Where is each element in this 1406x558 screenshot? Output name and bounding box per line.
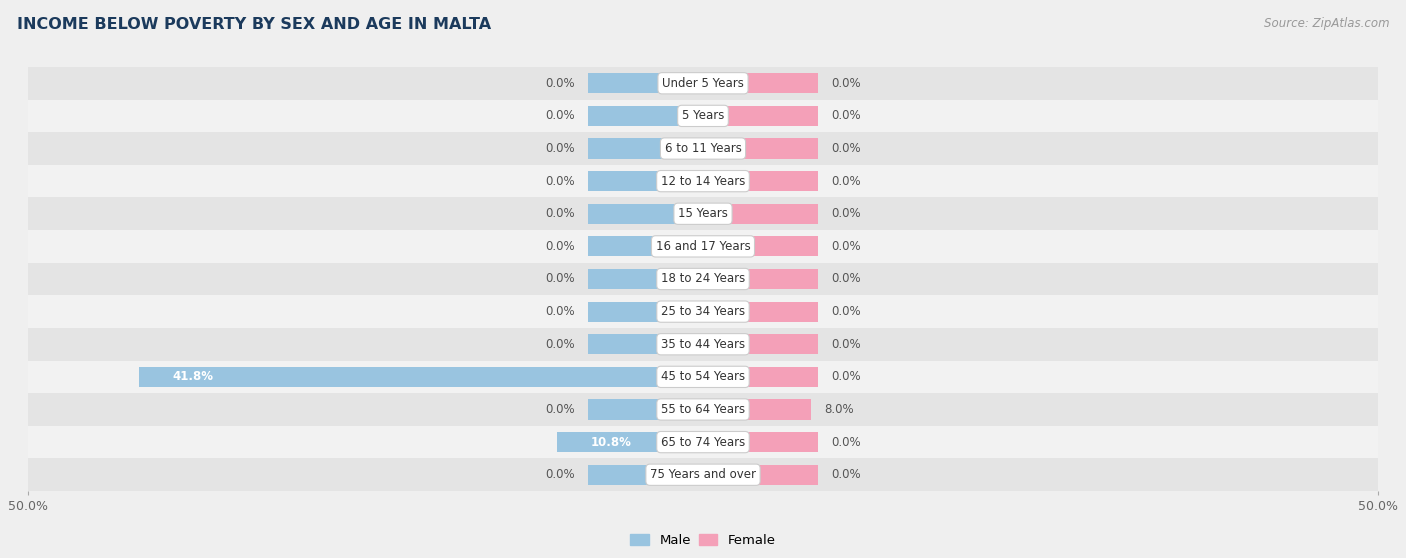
Text: 6 to 11 Years: 6 to 11 Years [665, 142, 741, 155]
Text: 55 to 64 Years: 55 to 64 Years [661, 403, 745, 416]
Bar [703, 171, 818, 191]
Bar [0, 132, 1406, 165]
Bar [703, 73, 818, 93]
Text: 0.0%: 0.0% [546, 403, 575, 416]
Bar [588, 73, 703, 93]
Text: 41.8%: 41.8% [173, 371, 214, 383]
Bar [703, 367, 818, 387]
Text: 10.8%: 10.8% [591, 436, 631, 449]
Text: 12 to 14 Years: 12 to 14 Years [661, 175, 745, 187]
Bar [588, 301, 703, 322]
Bar [703, 301, 818, 322]
Text: 8.0%: 8.0% [824, 403, 853, 416]
Bar [703, 106, 818, 126]
Text: Under 5 Years: Under 5 Years [662, 77, 744, 90]
Text: 35 to 44 Years: 35 to 44 Years [661, 338, 745, 351]
Text: 0.0%: 0.0% [831, 240, 860, 253]
Bar [588, 334, 703, 354]
Text: 16 and 17 Years: 16 and 17 Years [655, 240, 751, 253]
Bar [588, 269, 703, 289]
Text: 0.0%: 0.0% [831, 142, 860, 155]
Text: 0.0%: 0.0% [546, 305, 575, 318]
Text: 0.0%: 0.0% [831, 272, 860, 286]
Text: 0.0%: 0.0% [831, 338, 860, 351]
Text: 0.0%: 0.0% [831, 305, 860, 318]
Bar [588, 138, 703, 158]
Text: 0.0%: 0.0% [546, 142, 575, 155]
Text: 25 to 34 Years: 25 to 34 Years [661, 305, 745, 318]
Bar [0, 426, 1406, 459]
Bar [703, 269, 818, 289]
Bar [0, 328, 1406, 360]
Text: 0.0%: 0.0% [546, 175, 575, 187]
Bar [0, 230, 1406, 263]
Bar [0, 360, 1406, 393]
Bar [0, 165, 1406, 198]
Bar [0, 459, 1406, 491]
Text: 45 to 54 Years: 45 to 54 Years [661, 371, 745, 383]
Bar [0, 99, 1406, 132]
Text: INCOME BELOW POVERTY BY SEX AND AGE IN MALTA: INCOME BELOW POVERTY BY SEX AND AGE IN M… [17, 17, 491, 32]
Bar [0, 198, 1406, 230]
Text: 0.0%: 0.0% [831, 468, 860, 481]
Bar [588, 465, 703, 485]
Legend: Male, Female: Male, Female [626, 529, 780, 552]
Text: 0.0%: 0.0% [831, 175, 860, 187]
Text: 0.0%: 0.0% [831, 77, 860, 90]
Text: 0.0%: 0.0% [546, 109, 575, 122]
Bar [703, 432, 818, 452]
Text: 0.0%: 0.0% [831, 371, 860, 383]
Bar [703, 138, 818, 158]
Text: 65 to 74 Years: 65 to 74 Years [661, 436, 745, 449]
Text: 0.0%: 0.0% [546, 77, 575, 90]
Text: 0.0%: 0.0% [546, 272, 575, 286]
Text: 0.0%: 0.0% [546, 240, 575, 253]
Text: 0.0%: 0.0% [831, 109, 860, 122]
Bar [0, 263, 1406, 295]
Bar [588, 204, 703, 224]
Text: 75 Years and over: 75 Years and over [650, 468, 756, 481]
Text: 0.0%: 0.0% [546, 338, 575, 351]
Bar [703, 465, 818, 485]
Bar [703, 400, 811, 420]
Text: 0.0%: 0.0% [546, 207, 575, 220]
Bar [588, 171, 703, 191]
Bar [139, 367, 703, 387]
Bar [0, 393, 1406, 426]
Bar [0, 67, 1406, 99]
Bar [588, 236, 703, 257]
Bar [703, 236, 818, 257]
Text: 18 to 24 Years: 18 to 24 Years [661, 272, 745, 286]
Text: Source: ZipAtlas.com: Source: ZipAtlas.com [1264, 17, 1389, 30]
Text: 5 Years: 5 Years [682, 109, 724, 122]
Text: 0.0%: 0.0% [546, 468, 575, 481]
Bar [557, 432, 703, 452]
Text: 15 Years: 15 Years [678, 207, 728, 220]
Bar [0, 295, 1406, 328]
Text: 0.0%: 0.0% [831, 436, 860, 449]
Text: 0.0%: 0.0% [831, 207, 860, 220]
Bar [703, 334, 818, 354]
Bar [588, 400, 703, 420]
Bar [588, 106, 703, 126]
Bar [703, 204, 818, 224]
